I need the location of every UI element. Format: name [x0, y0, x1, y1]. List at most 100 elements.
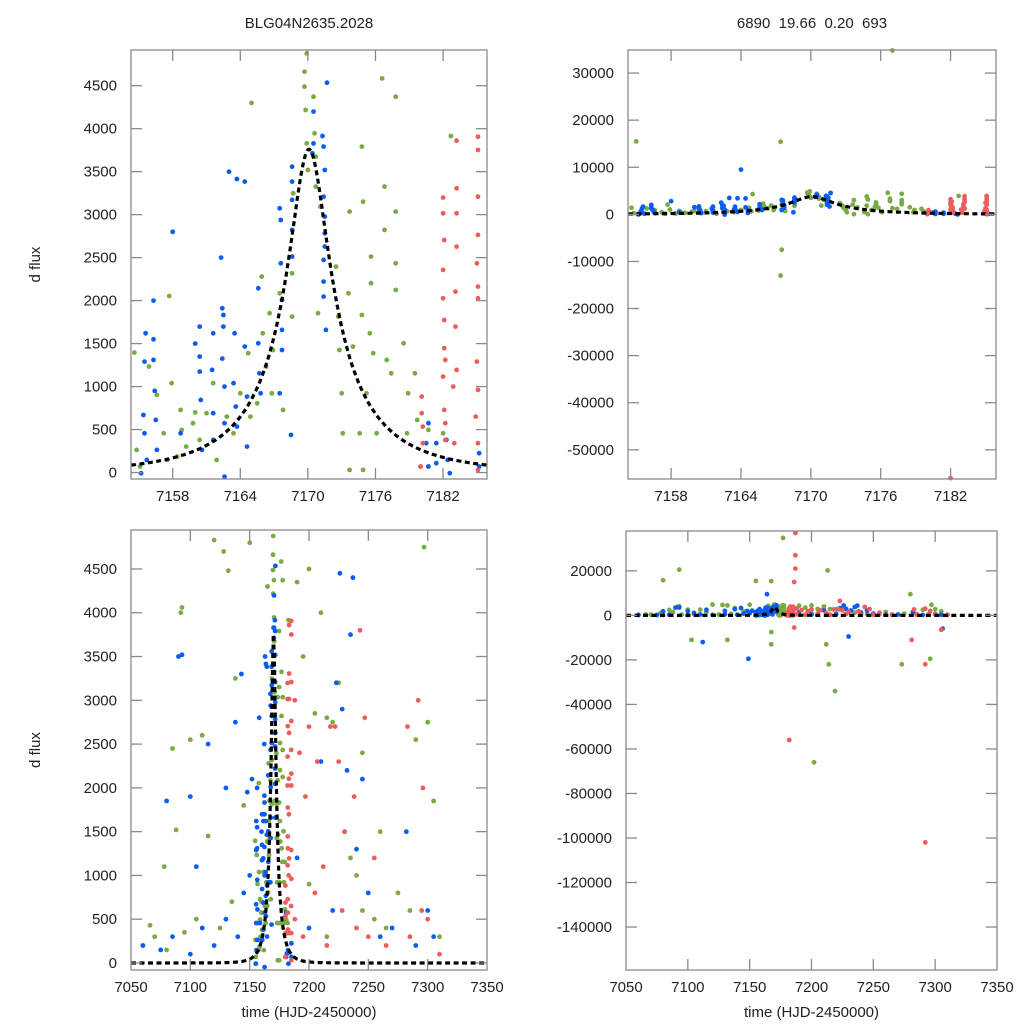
- point-green: [388, 370, 394, 376]
- point-green: [346, 290, 351, 296]
- point-red: [938, 627, 944, 633]
- y-tick-label: -80000: [565, 785, 612, 802]
- point-blue: [792, 200, 797, 205]
- point-green: [768, 578, 774, 584]
- point-green: [357, 430, 363, 436]
- point-green: [281, 920, 287, 926]
- point-red: [475, 134, 481, 140]
- point-blue: [223, 916, 229, 922]
- panel-season-flux: 7050 7100 7150 7200 7250 7300 7350 0 500 1000 1500…: [27, 529, 504, 1021]
- point-green: [204, 410, 209, 416]
- point-blue: [764, 591, 770, 597]
- point-green: [248, 414, 253, 419]
- point-green: [907, 204, 913, 210]
- point-blue: [234, 176, 240, 182]
- y-tick-label: -50000: [567, 442, 614, 459]
- point-blue: [779, 207, 785, 213]
- point-blue: [253, 920, 259, 926]
- point-green: [280, 747, 286, 753]
- point-green: [899, 661, 905, 667]
- point-blue: [854, 603, 860, 608]
- model-curve: [628, 194, 996, 216]
- panels: 7158 7164 7170 7176 7182 0 500 1000 1500 2000 2500…: [27, 48, 1014, 1021]
- point-red: [303, 794, 308, 799]
- point-green: [347, 467, 352, 473]
- point-green: [660, 577, 666, 583]
- point-red: [441, 345, 447, 351]
- point-green: [359, 312, 365, 318]
- x-tick-label: 7050: [114, 979, 147, 996]
- point-green: [393, 287, 399, 293]
- point-red: [286, 776, 292, 782]
- point-blue: [827, 204, 832, 209]
- point-red: [454, 244, 459, 250]
- point-green: [253, 954, 259, 960]
- point-green: [277, 740, 283, 746]
- point-blue: [151, 357, 156, 363]
- point-red: [288, 679, 294, 685]
- point-green: [294, 579, 300, 585]
- point-green: [330, 719, 336, 725]
- point-green: [374, 430, 379, 436]
- point-red: [288, 783, 294, 788]
- point-green: [312, 711, 318, 716]
- point-blue: [264, 934, 270, 939]
- point-green: [277, 818, 283, 824]
- y-tick-label: 500: [92, 422, 117, 439]
- y-tick-label: 500: [92, 911, 117, 928]
- y-tick-label: -20000: [565, 652, 612, 669]
- point-blue: [244, 394, 250, 399]
- x-tick-label: 7050: [609, 979, 642, 996]
- point-red: [407, 934, 413, 940]
- point-blue: [279, 347, 285, 353]
- y-tick-label: 2000: [84, 293, 117, 310]
- point-green: [275, 694, 281, 700]
- point-red: [285, 862, 290, 868]
- plot-frame: [130, 49, 488, 480]
- point-green: [377, 829, 383, 835]
- x-tick-label: 7164: [224, 488, 257, 505]
- point-blue: [322, 244, 328, 250]
- y-tick-label: -20000: [567, 301, 614, 318]
- point-red: [909, 637, 915, 643]
- point-green: [166, 293, 172, 299]
- point-blue: [660, 608, 666, 614]
- point-blue: [289, 179, 295, 185]
- point-red: [809, 607, 814, 612]
- point-green: [823, 641, 829, 647]
- y-tick-label: 2500: [84, 736, 117, 753]
- point-blue: [197, 369, 203, 374]
- point-green: [276, 684, 282, 690]
- point-green: [368, 280, 374, 286]
- plot-frame: [130, 529, 488, 971]
- point-blue: [255, 937, 260, 943]
- point-blue: [743, 196, 748, 201]
- point-green: [214, 457, 220, 463]
- point-blue: [726, 195, 732, 201]
- point-blue: [700, 639, 706, 645]
- y-tick-label: -30000: [567, 348, 614, 365]
- point-blue: [288, 432, 294, 438]
- point-red: [351, 794, 357, 799]
- point-green: [826, 661, 832, 667]
- point-green: [851, 197, 857, 203]
- point-green: [315, 310, 321, 316]
- point-blue: [198, 397, 204, 403]
- point-green: [303, 107, 308, 113]
- point-green: [692, 208, 697, 214]
- point-red: [286, 730, 292, 736]
- point-red: [453, 289, 458, 294]
- point-blue: [241, 890, 247, 896]
- point-blue: [253, 901, 259, 907]
- point-blue: [426, 464, 431, 469]
- point-blue: [321, 279, 326, 284]
- x-tick-label: 7100: [671, 979, 704, 996]
- point-green: [289, 270, 295, 276]
- y-tick-label: 4500: [84, 561, 117, 578]
- point-green: [247, 540, 253, 546]
- point-red: [475, 194, 481, 200]
- data-points: [132, 51, 482, 479]
- point-red: [793, 552, 798, 558]
- point-green: [274, 750, 279, 756]
- point-blue: [321, 294, 326, 299]
